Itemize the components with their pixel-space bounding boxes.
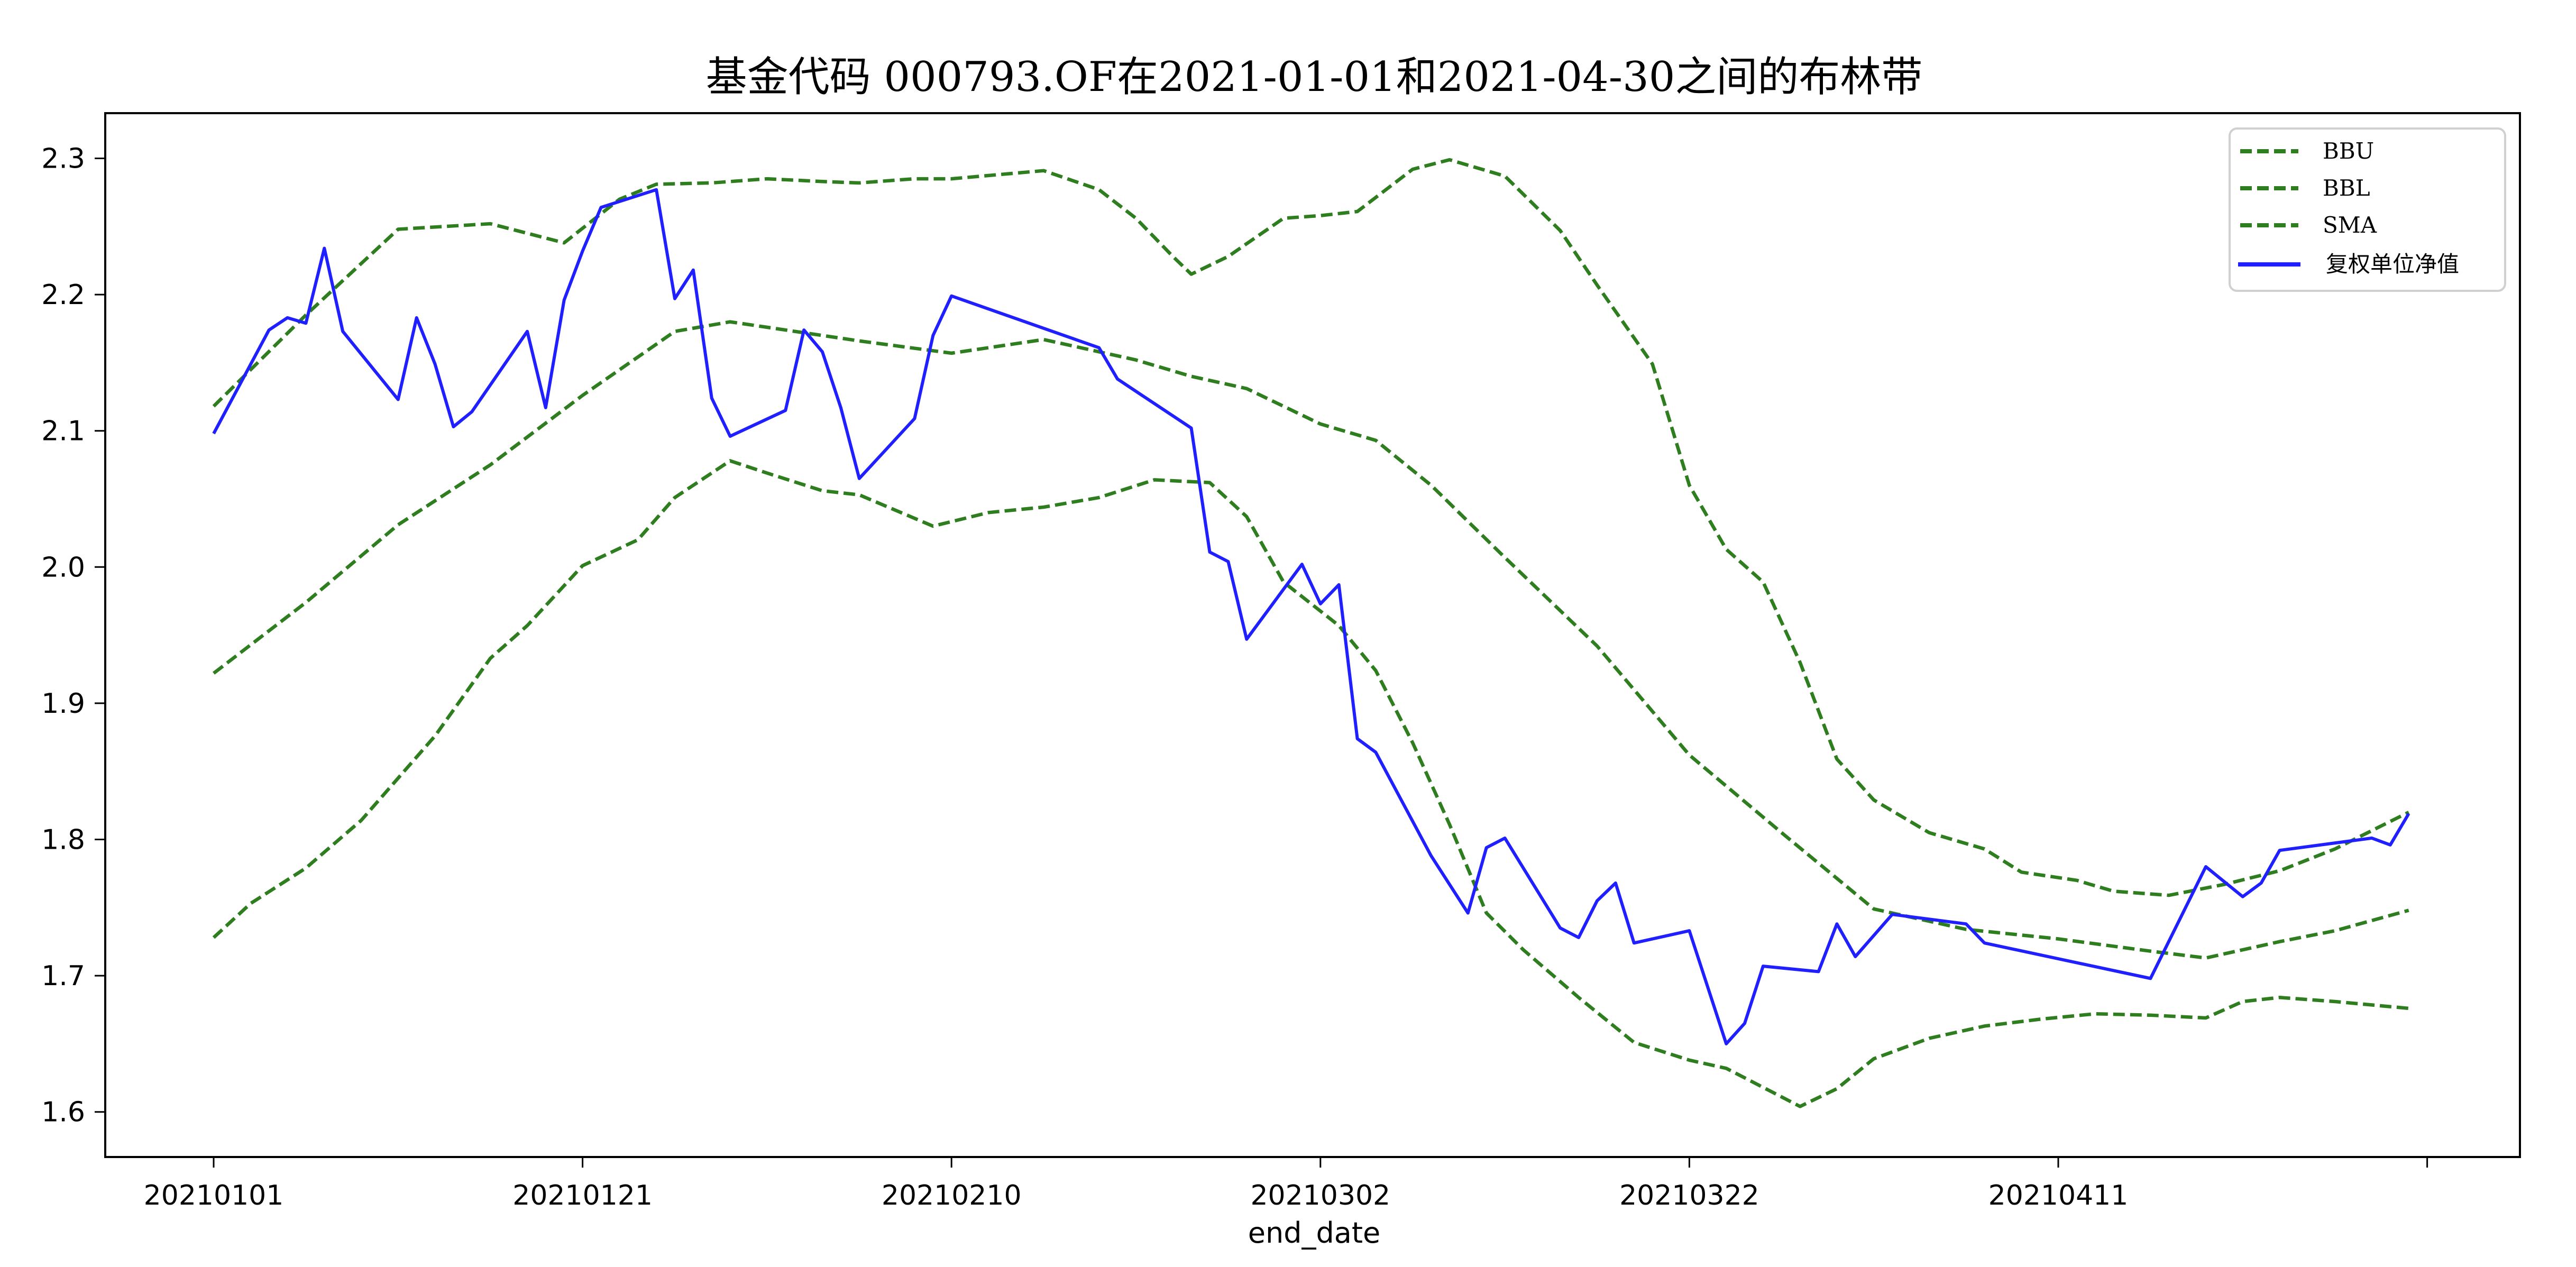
legend-item-nav: 复权单位净值: [2238, 251, 2459, 277]
plot-lines: [212, 158, 2410, 1108]
axes-frame: [104, 112, 2521, 1158]
x-tick-label: 20210411: [1988, 1180, 2129, 1211]
legend-label: BBL: [2323, 175, 2370, 201]
chart-title: 基金代码 000793.OF在2021-01-01和2021-04-30之间的布…: [706, 53, 1923, 101]
y-tick-label: 1.6: [41, 1097, 85, 1128]
y-tick-label: 2.1: [41, 416, 85, 447]
x-axis: 20210101 20210121 20210210 20210302 20210322…: [144, 1157, 2428, 1211]
x-tick-label: 20210121: [512, 1180, 653, 1211]
y-tick-label: 1.8: [41, 824, 85, 856]
series-line-bbu: [212, 158, 2410, 897]
legend-label: 复权单位净值: [2326, 251, 2459, 277]
series-line-复权单位净值: [212, 188, 2410, 1045]
series-line-sma: [213, 320, 2409, 960]
legend-item-sma: SMA: [2240, 212, 2377, 238]
y-tick-label: 1.9: [41, 688, 85, 720]
y-tick-label: 2.2: [41, 279, 85, 311]
y-tick-label: 1.7: [41, 960, 85, 992]
x-tick-label: 20210101: [144, 1180, 284, 1211]
legend-item-bbl: BBL: [2240, 175, 2370, 201]
legend-label: BBU: [2323, 138, 2374, 164]
x-tick-label: 20210302: [1250, 1180, 1390, 1211]
x-tick-label: 20210322: [1619, 1180, 1759, 1211]
y-tick-label: 2.0: [41, 552, 85, 583]
legend: BBU BBL SMA 复权单位净值: [2229, 127, 2506, 292]
legend-box: [2229, 127, 2506, 292]
x-tick-label: 20210210: [882, 1180, 1022, 1211]
legend-item-bbu: BBU: [2240, 138, 2374, 164]
x-axis-label: end_date: [1248, 1216, 1381, 1250]
y-tick-label: 2.3: [41, 143, 85, 175]
legend-label: SMA: [2323, 212, 2377, 238]
series-line-bbl: [212, 459, 2409, 1108]
y-axis: 1.6 1.7 1.8 1.9 2.0 2.1 2.2 2.3: [41, 143, 105, 1128]
